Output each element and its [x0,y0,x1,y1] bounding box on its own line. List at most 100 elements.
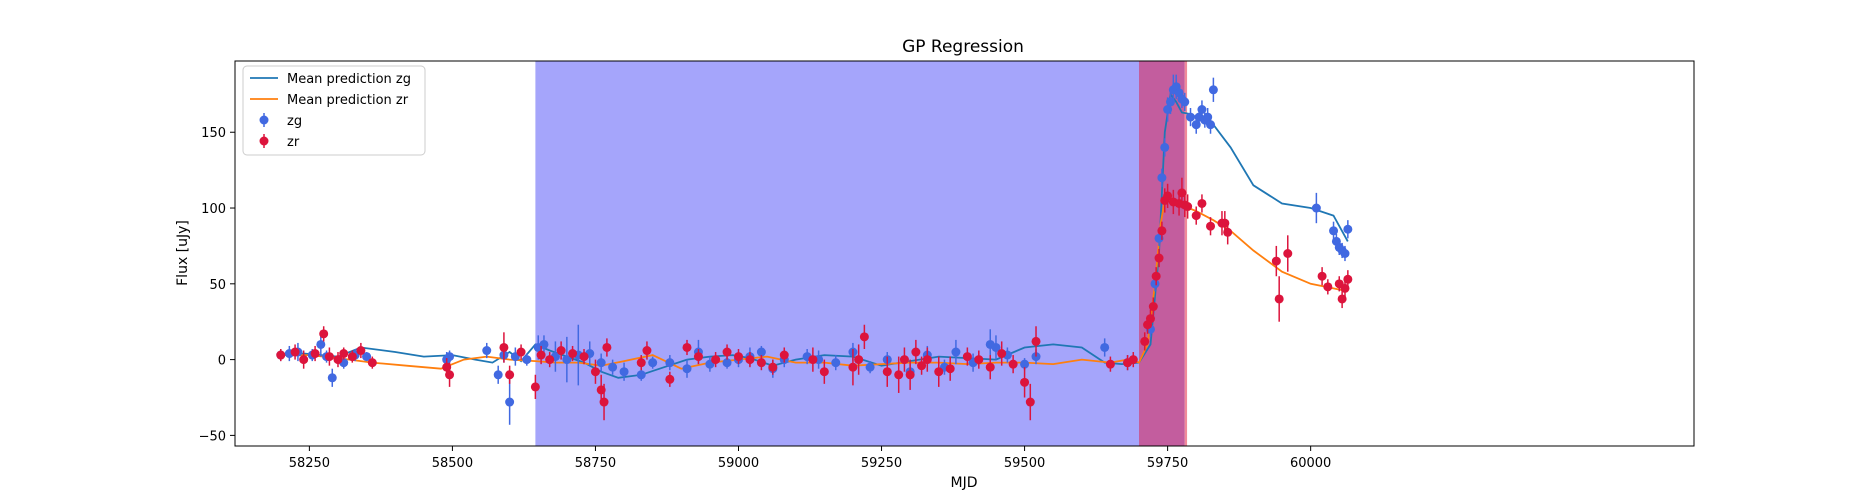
zr-point-39 [819,367,829,377]
legend-box [242,65,426,156]
zr-point-36 [768,362,778,372]
zr-point-47 [911,347,921,357]
zr-point-2 [299,355,309,365]
plot-frame [234,60,1695,447]
zr-point-25 [602,342,612,352]
zr-point-18 [545,355,555,365]
zr-point-50 [934,367,944,377]
data-points [276,74,1353,425]
y-tick-label-2: 50 [209,278,226,293]
zr-point-41 [854,355,864,365]
zr-point-4 [319,329,329,339]
zr-point-22 [590,367,600,377]
zg-point-41 [831,358,841,368]
zr-point-85 [1283,249,1293,258]
zg-point-12 [482,346,492,356]
zr-point-17 [536,350,546,360]
zg-point-75 [1206,120,1216,130]
zr-point-84 [1274,294,1284,304]
zr-point-34 [745,355,755,365]
zr-point-77 [1191,211,1201,221]
y-tick-label-0: −50 [199,429,226,444]
zg-point-69 [1186,112,1196,122]
x-axis: 58250 58500 58750 59000 59250 59500 59750 60000 [289,446,1331,471]
x-tick-label-4: 59250 [861,456,902,471]
zr-point-78 [1197,198,1207,208]
y-tick-label-3: 100 [201,202,226,217]
zg-point-43 [865,362,875,372]
zr-point-67 [1151,271,1161,281]
zr-point-19 [556,346,566,356]
zr-point-54 [985,362,995,372]
zr-point-51 [945,364,955,374]
zg-point-61 [1160,142,1170,152]
zg-point-30 [682,364,692,374]
zr-point-44 [894,370,904,380]
zr-point-49 [922,355,932,365]
zg-point-29 [665,358,675,368]
zg-point-53 [1020,359,1030,369]
shaded-region-1 [1139,61,1185,446]
zr-point-38 [808,355,818,365]
x-tick-label-0: 58250 [289,456,330,471]
zr-point-71 [1163,191,1173,201]
zr-point-5 [324,352,334,362]
zr-point-3 [310,349,320,359]
zg-point-33 [722,358,732,368]
zr-point-56 [1008,359,1018,369]
zr-point-57 [1020,377,1030,387]
zg-point-77 [1311,203,1321,213]
zr-point-32 [722,347,732,357]
zr-point-31 [711,355,721,365]
zr-point-15 [516,347,526,357]
y-axis: −50 0 50 100 150 [199,126,235,444]
zr-point-12 [445,370,455,380]
zr-point-42 [859,332,869,342]
zr-point-76 [1183,202,1193,212]
zr-point-6 [333,355,343,365]
x-tick-label-1: 58500 [432,456,473,471]
x-axis-label: MJD [951,475,978,491]
zr-point-7 [339,349,349,359]
legend-marker-2 [259,115,269,125]
zr-point-40 [848,362,858,372]
y-tick-label-4: 150 [201,126,226,141]
shaded-regions [535,61,1188,446]
zr-point-0 [276,350,286,360]
zr-point-26 [636,358,646,368]
shaded-region-2 [1184,61,1188,446]
zr-point-35 [756,358,766,368]
zr-point-10 [367,358,377,368]
zg-point-72 [1197,105,1207,115]
zg-point-28 [648,358,658,368]
zr-point-9 [356,346,366,356]
zr-point-13 [499,342,509,352]
zg-point-26 [619,367,629,377]
zr-point-28 [665,374,675,384]
zg-point-24 [596,358,606,368]
chart-title: GP Regression [902,37,1024,57]
x-tick-label-6: 59750 [1147,456,1188,471]
x-tick-label-2: 58750 [575,456,616,471]
zg-point-4 [316,339,326,349]
zr-point-55 [997,349,1007,359]
zg-point-58 [1150,279,1160,289]
zr-point-53 [974,355,984,365]
y-axis-label: Flux [uJy] [175,220,191,286]
legend-label-2: zg [287,114,302,129]
zr-point-62 [1128,355,1138,365]
zr-point-58 [1025,397,1035,407]
zg-point-13 [493,370,503,380]
zr-point-14 [505,370,515,380]
legend-marker-3 [259,136,269,146]
zr-point-30 [693,352,703,362]
zr-point-43 [882,367,892,377]
zr-point-82 [1223,227,1233,237]
zr-point-69 [1157,226,1167,236]
zr-point-46 [905,370,915,380]
zr-point-91 [1343,274,1353,284]
zr-point-63 [1140,336,1150,346]
zg-point-60 [1157,173,1167,183]
zr-point-45 [899,355,909,365]
